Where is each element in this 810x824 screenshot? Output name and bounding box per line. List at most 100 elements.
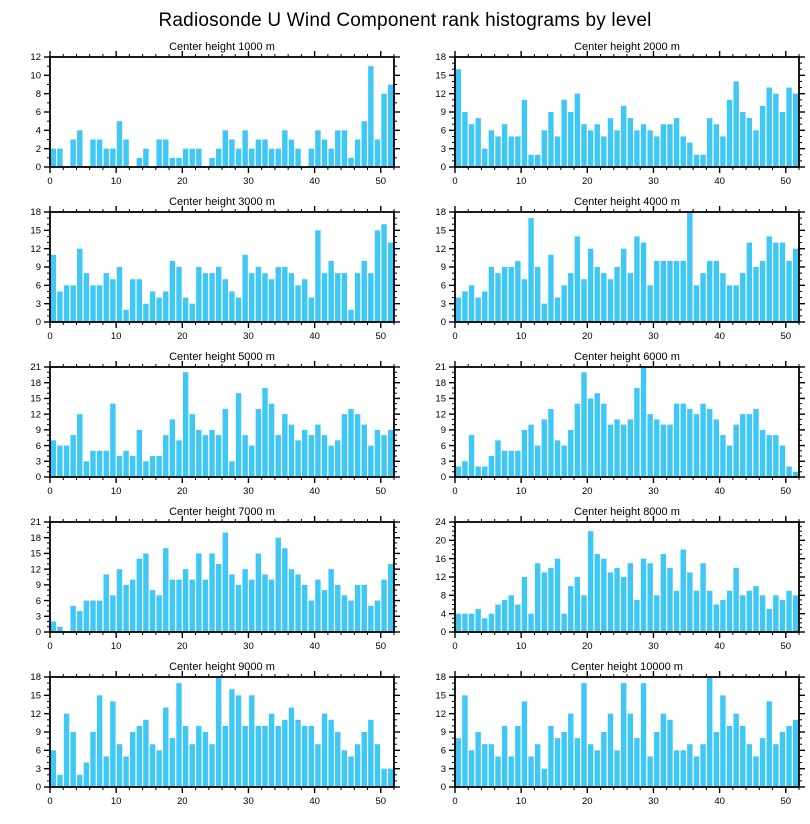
bar <box>713 419 719 477</box>
bar <box>633 387 640 477</box>
bar <box>739 112 745 167</box>
y-tick-label: 12 <box>435 244 446 255</box>
bar <box>468 750 474 787</box>
bar <box>474 297 481 322</box>
bar <box>693 154 699 167</box>
bar <box>455 613 461 632</box>
bar <box>208 429 215 477</box>
bar <box>354 414 360 477</box>
bar <box>149 456 155 477</box>
subplot-title: Center height 6000 m <box>574 351 680 363</box>
bar <box>600 403 607 477</box>
x-tick-label: 40 <box>309 486 320 497</box>
x-tick-label: 10 <box>515 641 526 652</box>
bar <box>686 572 693 632</box>
bar <box>228 139 235 167</box>
x-tick-label: 40 <box>714 796 725 807</box>
bar <box>189 414 195 477</box>
subplot-center-height-6000-m: Center height 6000 m 0 10 20 30 40 50 0 3 6 9 12 15 1… <box>405 350 810 505</box>
bar <box>169 157 175 167</box>
bar <box>508 595 514 632</box>
bar <box>560 445 567 477</box>
bar <box>294 574 301 632</box>
x-tick-label: 10 <box>110 486 121 497</box>
bar <box>268 279 274 322</box>
bar <box>574 738 580 787</box>
bar <box>713 604 719 632</box>
bar <box>255 408 261 477</box>
bar <box>646 563 653 632</box>
bar <box>693 756 699 787</box>
bars-group <box>455 69 798 167</box>
bar <box>275 148 281 167</box>
x-tick-labels: 0 10 20 30 40 50 <box>47 331 386 342</box>
bar <box>222 532 228 632</box>
bar <box>69 435 76 477</box>
bar <box>149 744 155 787</box>
bar <box>261 387 268 477</box>
bar <box>76 611 82 632</box>
x-tick-label: 30 <box>648 641 659 652</box>
bar <box>281 130 288 167</box>
bar <box>308 297 314 322</box>
bar <box>673 750 679 787</box>
bar <box>785 725 792 787</box>
x-tick-label: 50 <box>375 641 386 652</box>
bar <box>785 590 792 632</box>
x-tick-label: 40 <box>309 796 320 807</box>
y-tick-label: 6 <box>35 441 40 452</box>
bar <box>746 744 752 787</box>
bar <box>534 154 540 167</box>
axis-ticks <box>448 206 805 328</box>
x-tick-label: 50 <box>780 331 791 342</box>
bar <box>560 613 567 632</box>
bar <box>468 124 474 167</box>
x-tick-label: 50 <box>375 486 386 497</box>
bar <box>627 713 633 787</box>
bar <box>222 725 228 787</box>
bar <box>129 579 135 632</box>
y-tick-label: 3 <box>35 764 40 775</box>
bar <box>501 124 507 167</box>
bar <box>268 148 274 167</box>
x-tick-label: 50 <box>780 486 791 497</box>
plot-frame <box>453 676 800 788</box>
y-tick-label: 6 <box>35 107 40 118</box>
bar <box>653 260 659 322</box>
bar <box>713 260 719 322</box>
bar <box>56 291 63 322</box>
bar <box>527 218 534 322</box>
y-tick-label: 9 <box>440 727 445 738</box>
bar <box>109 403 116 477</box>
bar <box>255 553 261 632</box>
bar <box>63 445 69 477</box>
bar <box>534 445 540 477</box>
bar <box>461 613 468 632</box>
subplot-title: Center height 4000 m <box>574 196 680 208</box>
bar <box>241 254 248 322</box>
bar <box>228 689 235 787</box>
bar <box>514 604 521 632</box>
bar <box>189 579 195 632</box>
bar <box>680 403 686 477</box>
x-tick-labels: 0 10 20 30 40 50 <box>47 796 386 807</box>
bars-group <box>50 66 393 167</box>
bar <box>162 291 168 322</box>
bar <box>580 683 587 787</box>
x-tick-label: 10 <box>110 641 121 652</box>
bar <box>547 112 554 167</box>
y-tick-label: 18 <box>435 52 446 63</box>
bars-group <box>455 367 798 477</box>
bar <box>149 291 155 322</box>
bar <box>182 569 188 632</box>
bar <box>613 750 620 787</box>
y-tick-labels: 0 3 6 9 12 15 18 <box>435 672 446 793</box>
bar <box>321 139 327 167</box>
bar <box>501 450 507 477</box>
y-tick-labels: 0 2 4 6 8 10 12 <box>30 52 41 173</box>
x-tick-label: 0 <box>452 486 457 497</box>
bar <box>732 285 739 322</box>
bar <box>580 124 587 167</box>
bar <box>680 549 686 632</box>
bar <box>142 303 149 322</box>
